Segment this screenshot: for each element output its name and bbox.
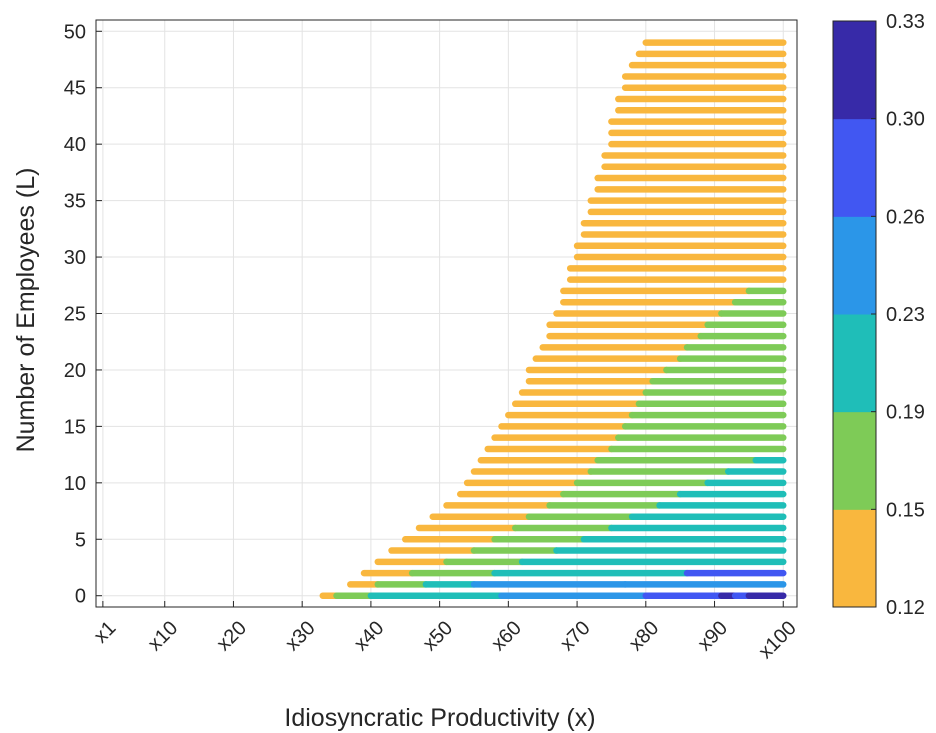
colorbar-band [833, 216, 876, 315]
y-tick-label: 15 [64, 416, 86, 438]
data-marks [319, 39, 787, 599]
colorbar-band [833, 118, 876, 217]
colorbar-tick-label: 0.26 [886, 206, 925, 228]
y-axis-label: Number of Employees (L) [12, 168, 40, 453]
colorbar-band [833, 509, 876, 608]
colorbar-tick-label: 0.33 [886, 11, 925, 33]
x-tick-label: x100 [755, 617, 801, 663]
x-axis-ticks: x1 x10 x20 x30 x40 x50 x60 x70 x80 x90 x100 [90, 601, 801, 663]
x-tick-label: x30 [281, 617, 319, 655]
x-tick-label: x20 [213, 617, 251, 655]
x-tick-label: x80 [625, 617, 663, 655]
x-tick-label: x70 [556, 617, 594, 655]
colorbar-tick-label: 0.15 [886, 499, 925, 521]
y-axis-ticks: 0 5 10 15 20 25 30 35 40 45 50 [64, 21, 102, 608]
x-tick-label: x50 [419, 617, 457, 655]
x-tick-label: x40 [350, 617, 388, 655]
x-tick-label: x10 [144, 617, 182, 655]
x-tick-label: x60 [488, 617, 526, 655]
y-tick-label: 35 [64, 191, 86, 213]
y-tick-label: 0 [75, 586, 86, 608]
x-axis-label: Idiosyncratic Productivity (x) [284, 704, 595, 732]
x-tick-label: x90 [694, 617, 732, 655]
y-tick-label: 40 [64, 134, 86, 156]
colorbar-band [833, 21, 876, 120]
colorbar [832, 20, 877, 608]
y-tick-label: 20 [64, 360, 86, 382]
y-tick-label: 45 [64, 78, 86, 100]
y-tick-label: 50 [64, 21, 86, 43]
x-tick-label: x1 [90, 617, 120, 647]
y-tick-label: 25 [64, 304, 86, 326]
colorbar-tick-label: 0.23 [886, 304, 925, 326]
y-tick-label: 30 [64, 247, 86, 269]
colorbar-band [833, 411, 876, 510]
colorbar-tick-label: 0.30 [886, 109, 925, 131]
y-tick-label: 10 [64, 473, 86, 495]
y-tick-label: 5 [75, 529, 86, 551]
colorbar-tick-label: 0.19 [886, 402, 925, 424]
colorbar-tick-label: 0.12 [886, 597, 925, 619]
colorbar-ticks: 0.12 0.15 0.19 0.23 0.26 0.30 0.33 [871, 11, 925, 619]
colorbar-band [833, 314, 876, 413]
